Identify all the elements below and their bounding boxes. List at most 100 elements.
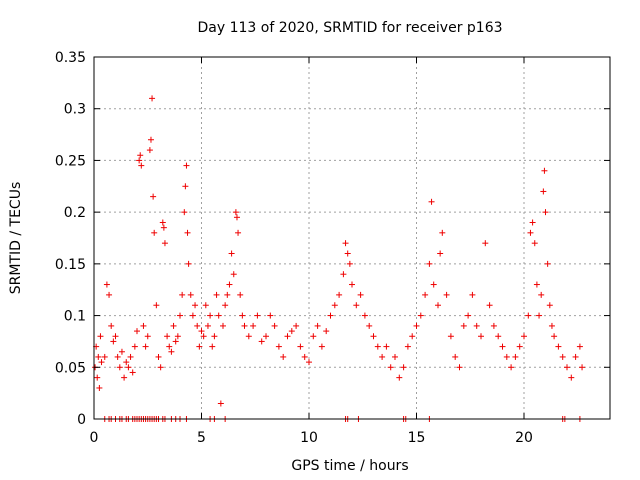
- data-point: [182, 183, 189, 190]
- data-point: [533, 281, 540, 288]
- data-point: [437, 250, 444, 257]
- data-point: [146, 147, 153, 154]
- data-point: [544, 260, 551, 267]
- data-point: [521, 333, 527, 340]
- data-point: [349, 281, 355, 288]
- data-point: [121, 374, 128, 381]
- data-point: [192, 302, 199, 309]
- data-point: [164, 333, 171, 340]
- y-axis-label: SRMTID / TECUs: [8, 182, 24, 295]
- y-tick-label: 0.25: [55, 153, 86, 169]
- data-point: [568, 374, 575, 381]
- data-point: [361, 312, 368, 319]
- data-point: [383, 343, 390, 350]
- data-point: [233, 214, 240, 221]
- data-point: [114, 353, 121, 360]
- data-point: [196, 343, 203, 350]
- data-point: [486, 302, 493, 309]
- data-point: [110, 338, 117, 345]
- data-point: [443, 291, 450, 298]
- x-tick-label: 10: [300, 430, 318, 446]
- x-tick-label: 15: [408, 430, 426, 446]
- data-point: [144, 333, 151, 340]
- data-point: [546, 302, 553, 309]
- data-point: [245, 333, 252, 340]
- data-point: [409, 333, 416, 340]
- data-point: [430, 281, 437, 288]
- data-point: [447, 333, 454, 340]
- data-point: [323, 328, 330, 335]
- y-tick-label: 0.05: [55, 360, 86, 376]
- data-point: [275, 343, 282, 350]
- data-point: [161, 240, 168, 247]
- grid-layer: [94, 57, 610, 419]
- data-point: [495, 333, 502, 340]
- data-point: [123, 359, 130, 366]
- data-point: [428, 198, 435, 205]
- data-point: [426, 260, 433, 267]
- data-point: [204, 322, 211, 329]
- data-point: [183, 162, 190, 169]
- data-point: [579, 364, 586, 371]
- data-point: [527, 229, 534, 236]
- data-point: [499, 343, 506, 350]
- data-point: [250, 322, 257, 329]
- data-point: [98, 359, 105, 366]
- data-point: [267, 312, 274, 319]
- data-point: [542, 209, 549, 216]
- y-tick-label: 0.15: [55, 257, 86, 273]
- data-point: [131, 343, 138, 350]
- data-point: [503, 353, 510, 360]
- data-point: [564, 364, 570, 371]
- data-point: [336, 291, 343, 298]
- data-point: [129, 369, 136, 376]
- data-point: [106, 291, 113, 298]
- data-point: [392, 353, 398, 360]
- data-point: [239, 312, 246, 319]
- data-point: [508, 364, 515, 371]
- data-point: [207, 312, 214, 319]
- data-point: [136, 157, 143, 164]
- data-point: [185, 260, 192, 267]
- data-point: [217, 400, 224, 407]
- data-point: [301, 353, 308, 360]
- data-point: [155, 353, 162, 360]
- data-point: [168, 348, 175, 355]
- data-point: [314, 322, 321, 329]
- data-point: [187, 291, 194, 298]
- data-point: [353, 302, 360, 309]
- data-point: [469, 291, 476, 298]
- data-point: [271, 322, 278, 329]
- data-point: [572, 353, 579, 360]
- data-point: [222, 302, 229, 309]
- data-point: [400, 364, 407, 371]
- data-point: [202, 302, 209, 309]
- y-tick-label: 0.1: [64, 309, 86, 325]
- data-point: [357, 291, 364, 298]
- data-point: [263, 333, 269, 340]
- data-point: [112, 333, 119, 340]
- data-point: [103, 281, 110, 288]
- data-point: [525, 312, 532, 319]
- data-point: [140, 322, 147, 329]
- data-point: [150, 193, 157, 200]
- data-point: [159, 219, 166, 226]
- data-point: [379, 353, 386, 360]
- data-point: [241, 322, 248, 329]
- data-point: [108, 322, 115, 329]
- data-point: [538, 291, 545, 298]
- plot-frame: [93, 56, 611, 420]
- points-layer: [92, 95, 586, 422]
- data-point: [465, 312, 472, 319]
- data-point: [209, 343, 216, 350]
- y-tick-label: 0.2: [64, 205, 86, 221]
- data-point: [149, 95, 156, 102]
- data-point: [160, 224, 167, 231]
- data-point: [452, 353, 459, 360]
- data-point: [127, 353, 134, 360]
- data-point: [387, 364, 394, 371]
- data-point: [310, 333, 317, 340]
- chart-title: Day 113 of 2020, SRMTID for receiver p16…: [197, 20, 502, 36]
- data-point: [374, 343, 381, 350]
- data-point: [174, 333, 181, 340]
